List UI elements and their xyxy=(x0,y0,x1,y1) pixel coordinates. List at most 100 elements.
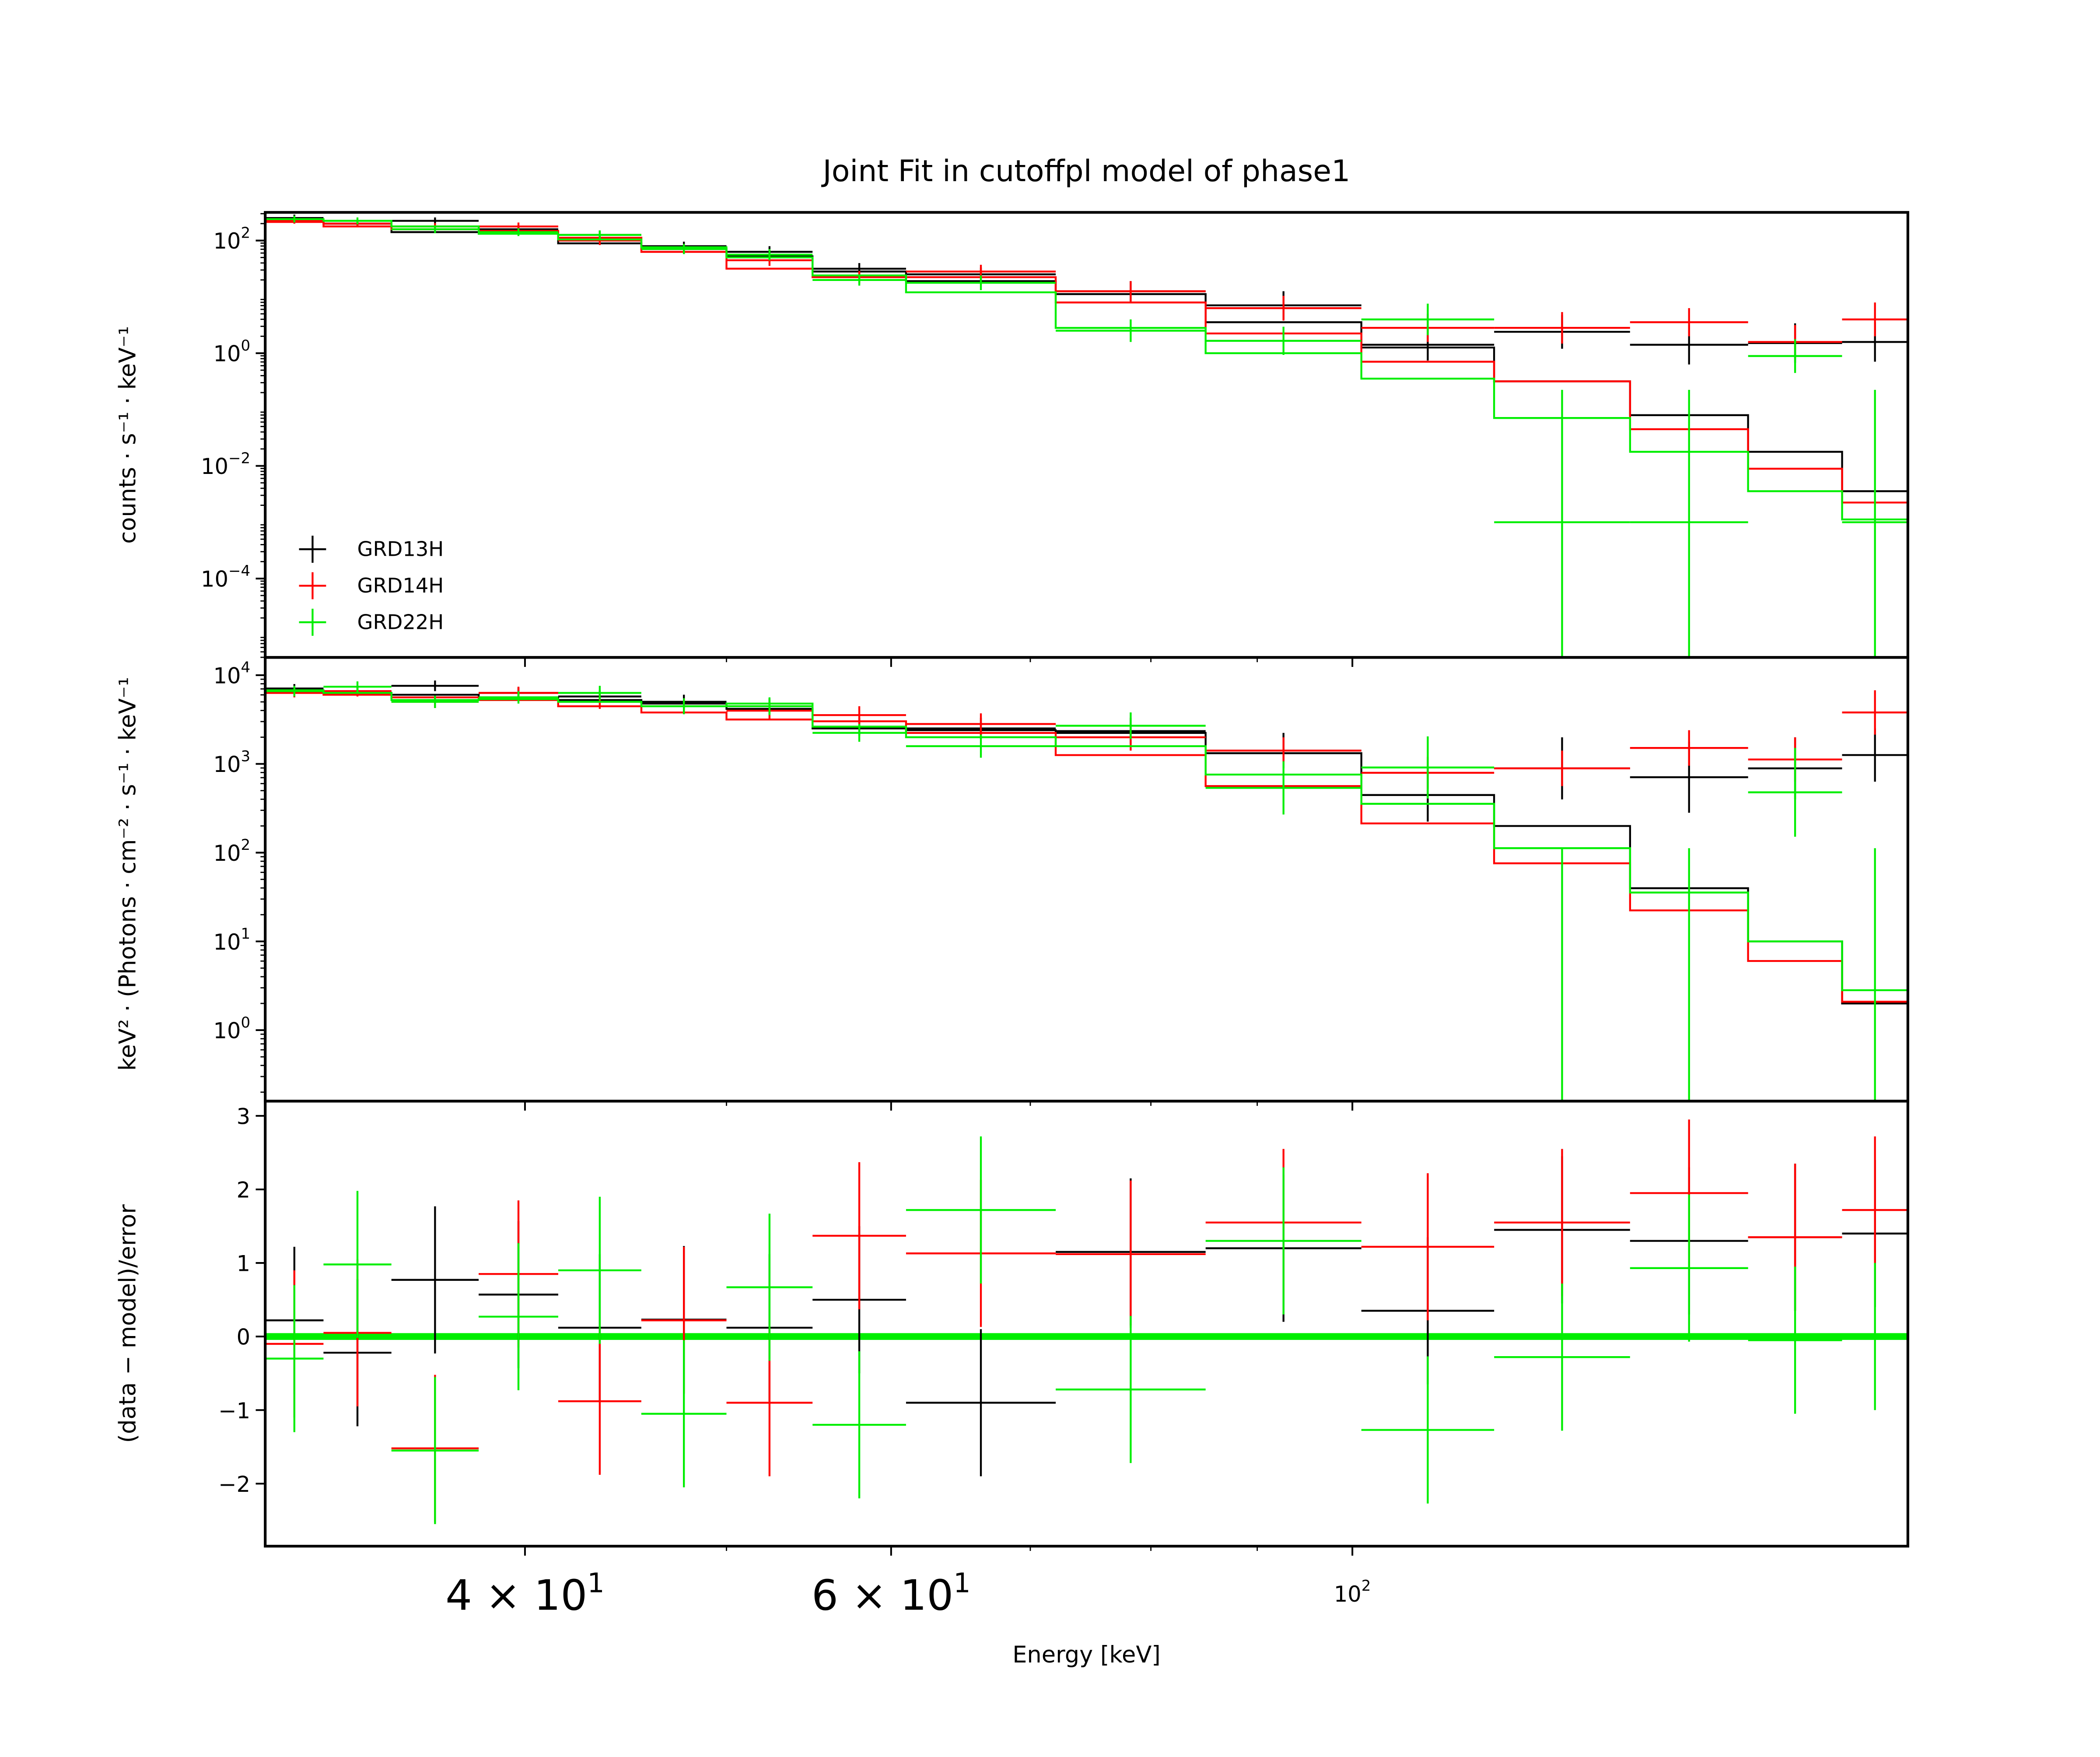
data-point-GRD14H xyxy=(1056,281,1206,302)
data-point-GRD22H xyxy=(323,681,392,692)
data-point-GRD22H xyxy=(812,274,906,286)
y-tick-label: 103 xyxy=(214,747,251,777)
legend-label: GRD14H xyxy=(357,574,444,597)
data-point-GRD22H xyxy=(558,686,641,700)
data-point-GRD22H xyxy=(726,697,813,715)
data-point-GRD22H xyxy=(323,217,392,224)
data-point-GRD22H xyxy=(812,724,906,742)
data-point-GRD22H xyxy=(1748,748,1842,837)
data-point-GRD22H xyxy=(1494,1284,1630,1431)
plot-area-eeuf xyxy=(265,680,1908,1101)
data-point-GRD22H xyxy=(265,216,324,223)
data-point-GRD22H xyxy=(391,225,479,233)
data-point-GRD22H xyxy=(1842,389,1908,658)
data-point-GRD13H xyxy=(391,680,479,691)
data-point-GRD22H xyxy=(1748,1266,1842,1414)
y-tick-label: 10−2 xyxy=(201,449,250,479)
data-point-GRD13H xyxy=(1842,728,1908,782)
data-point-GRD22H xyxy=(1205,326,1362,355)
data-point-GRD22H xyxy=(391,695,479,708)
data-point-GRD22H xyxy=(1630,848,1748,1101)
model-step-GRD22H xyxy=(265,689,1908,991)
y-axis-label-counts: counts · s⁻¹ · keV⁻¹ xyxy=(114,326,141,544)
data-point-GRD14H xyxy=(1842,1136,1908,1284)
legend-item-GRD22H: GRD22H xyxy=(299,609,444,636)
plot-area-counts xyxy=(265,214,1908,658)
data-point-GRD22H xyxy=(1494,848,1630,1101)
data-point-GRD22H xyxy=(1205,761,1362,815)
legend-item-GRD13H: GRD13H xyxy=(299,536,444,563)
legend: GRD13H GRD14H GRD22H xyxy=(299,536,444,636)
data-point-GRD14H xyxy=(812,706,906,724)
data-point-GRD14H xyxy=(1361,1173,1494,1321)
data-point-GRD22H xyxy=(1056,1316,1206,1463)
data-point-GRD22H xyxy=(641,698,727,715)
data-point-GRD22H xyxy=(265,686,324,697)
data-point-GRD14H xyxy=(1494,750,1630,786)
y-tick-label: 1 xyxy=(237,1251,250,1277)
data-point-GRD14H xyxy=(1205,295,1362,321)
data-point-GRD22H xyxy=(479,1243,558,1390)
data-point-GRD22H xyxy=(391,1377,479,1524)
data-point-GRD22H xyxy=(1361,303,1494,335)
data-point-GRD14H xyxy=(1494,1149,1630,1296)
legend-label: GRD22H xyxy=(357,610,444,634)
legend-item-GRD14H: GRD14H xyxy=(299,572,444,600)
x-axis-ticks: 4 × 101 6 × 101 102 xyxy=(445,657,1371,1620)
data-point-GRD22H xyxy=(1630,389,1748,658)
data-point-GRD14H xyxy=(558,1327,641,1475)
y-tick-label: 3 xyxy=(237,1104,250,1129)
data-point-GRD22H xyxy=(323,1191,392,1338)
y-axis-counts: 102 100 10−2 10−4 xyxy=(201,213,266,658)
data-point-GRD14H xyxy=(812,1162,906,1309)
data-point-GRD22H xyxy=(558,230,641,240)
data-point-GRD22H xyxy=(641,244,727,254)
y-tick-label: 102 xyxy=(214,836,251,866)
data-point-GRD22H xyxy=(1361,736,1494,799)
data-point-GRD14H xyxy=(1630,308,1748,337)
data-point-GRD22H xyxy=(1842,1263,1908,1410)
panel-frame xyxy=(264,1100,1909,1548)
data-point-GRD22H xyxy=(726,249,813,260)
y-tick-label: 100 xyxy=(214,1014,251,1044)
data-point-GRD22H xyxy=(726,1213,813,1361)
x-tick-label: 102 xyxy=(1334,1577,1371,1607)
data-point-GRD22H xyxy=(906,734,1056,758)
y-axis-residuals: 3 2 1 0 −1 −2 xyxy=(218,1104,266,1497)
y-tick-label: 104 xyxy=(214,659,251,689)
data-point-GRD22H xyxy=(1361,1356,1494,1504)
y-tick-label: 10−4 xyxy=(201,562,250,592)
data-point-GRD22H xyxy=(906,275,1056,290)
panel-residuals: 3 2 1 0 −1 −2 (data − model)/error xyxy=(114,1100,1909,1548)
data-point-GRD14H xyxy=(1842,302,1908,337)
plot-area-residuals xyxy=(265,1119,1908,1524)
data-point-GRD22H xyxy=(812,1351,906,1498)
y-axis-label-residuals: (data − model)/error xyxy=(114,1204,141,1443)
data-point-GRD22H xyxy=(479,691,558,704)
x-tick-label: 6 × 101 xyxy=(812,1567,971,1620)
data-point-GRD14H xyxy=(906,713,1056,735)
y-tick-label: −1 xyxy=(218,1398,250,1424)
y-axis-label-eeuf: keV² · (Photons · cm⁻² · s⁻¹ · keV⁻¹ xyxy=(114,677,141,1071)
data-point-GRD14H xyxy=(1205,737,1362,764)
data-point-GRD22H xyxy=(1494,389,1630,658)
data-point-GRD14H xyxy=(1630,730,1748,766)
data-point-GRD22H xyxy=(1748,339,1842,373)
data-point-GRD22H xyxy=(1056,712,1206,739)
y-tick-label: 102 xyxy=(214,224,251,254)
data-point-GRD14H xyxy=(1842,690,1908,735)
data-point-GRD22H xyxy=(1842,848,1908,1101)
data-point-GRD22H xyxy=(1056,319,1206,342)
data-point-GRD22H xyxy=(479,228,558,236)
data-point-GRD22H xyxy=(558,1196,641,1344)
data-point-GRD22H xyxy=(1630,1194,1748,1342)
panel-counts: 102 100 10−2 10−4 counts · s⁻¹ · keV⁻¹ xyxy=(114,211,1909,659)
x-axis-label: Energy [keV] xyxy=(1012,1641,1161,1668)
data-point-GRD22H xyxy=(906,1136,1056,1284)
y-tick-label: 101 xyxy=(214,925,251,955)
y-tick-label: 0 xyxy=(237,1325,250,1350)
chart-title: Joint Fit in cutoffpl model of phase1 xyxy=(821,154,1351,189)
data-point-GRD13H xyxy=(391,1206,479,1354)
data-point-GRD14H xyxy=(1056,1180,1206,1328)
